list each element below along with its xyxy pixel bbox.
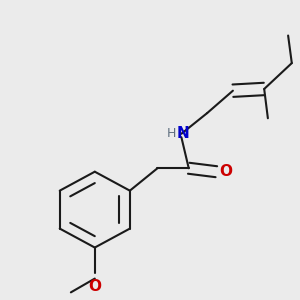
Text: O: O: [88, 279, 101, 294]
Text: O: O: [219, 164, 232, 179]
Text: N: N: [177, 126, 190, 141]
Text: H: H: [167, 127, 176, 140]
